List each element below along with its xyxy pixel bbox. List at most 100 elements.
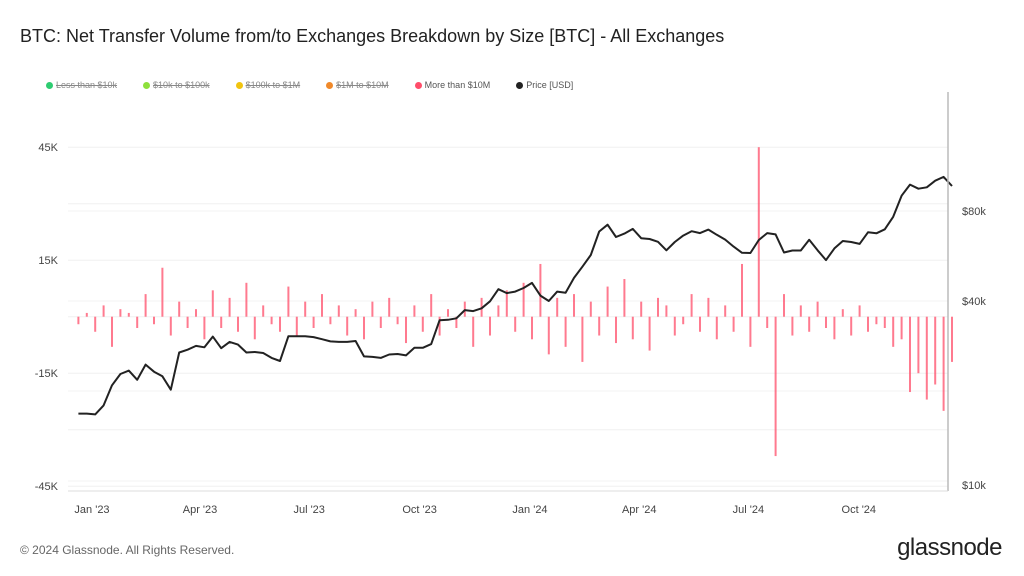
bar bbox=[295, 316, 298, 336]
legend-item[interactable]: More than $10M bbox=[414, 80, 490, 90]
legend-item[interactable]: $10k to $100k bbox=[143, 80, 210, 90]
bar bbox=[522, 282, 525, 317]
bar bbox=[900, 316, 903, 340]
bar bbox=[111, 316, 113, 347]
bar bbox=[363, 316, 365, 340]
bar bbox=[573, 294, 575, 317]
bar bbox=[438, 316, 441, 336]
legend: Less than $10k $10k to $100k $100k to $1M $… bbox=[46, 80, 599, 90]
bar bbox=[547, 316, 550, 355]
bar bbox=[598, 316, 601, 336]
bar bbox=[346, 316, 349, 336]
bar bbox=[119, 309, 122, 317]
legend-item[interactable]: Less than $10k bbox=[46, 80, 117, 90]
bar bbox=[631, 316, 634, 340]
bar bbox=[606, 286, 609, 317]
price-line bbox=[78, 175, 953, 416]
bar bbox=[825, 316, 827, 328]
bar bbox=[245, 282, 248, 317]
bar bbox=[228, 297, 231, 317]
bar bbox=[724, 305, 727, 317]
bar bbox=[741, 263, 743, 317]
chart-title: BTC: Net Transfer Volume from/to Exchang… bbox=[20, 26, 725, 46]
legend-label: $100k to $1M bbox=[245, 80, 301, 90]
legend-dot-icon bbox=[326, 81, 334, 89]
bar bbox=[791, 316, 794, 336]
bar bbox=[841, 309, 844, 317]
bar bbox=[917, 316, 920, 374]
bar bbox=[934, 316, 937, 385]
bar bbox=[892, 316, 895, 347]
bar bbox=[312, 316, 315, 328]
bar bbox=[690, 294, 693, 317]
bar bbox=[413, 305, 416, 317]
bar bbox=[774, 316, 777, 457]
bar bbox=[329, 316, 332, 325]
bar bbox=[287, 286, 290, 317]
bar bbox=[102, 305, 105, 317]
bar bbox=[153, 316, 155, 325]
legend-dot-icon bbox=[414, 81, 422, 89]
bar bbox=[951, 316, 953, 362]
bar bbox=[909, 316, 911, 393]
glassnode-logo[interactable]: glassnode bbox=[897, 534, 1002, 561]
y-right-tick-label: $40k bbox=[962, 296, 986, 308]
bar bbox=[699, 316, 701, 332]
legend-label: Price [USD] bbox=[526, 80, 574, 90]
bar bbox=[531, 316, 533, 340]
bar bbox=[757, 147, 760, 317]
bar bbox=[253, 316, 256, 340]
bar bbox=[237, 316, 239, 332]
bar bbox=[127, 312, 130, 317]
legend-item[interactable]: $1M to $10M bbox=[326, 80, 389, 90]
legend-dot-icon bbox=[46, 81, 53, 89]
bar bbox=[925, 316, 928, 400]
x-tick-label: Oct '23 bbox=[402, 504, 437, 516]
bar bbox=[421, 316, 424, 332]
bar bbox=[144, 294, 147, 317]
bar bbox=[220, 316, 223, 328]
bar bbox=[270, 316, 273, 325]
bar bbox=[875, 316, 878, 325]
bar bbox=[833, 316, 836, 340]
legend-dot-icon bbox=[516, 81, 524, 89]
legend-item[interactable]: Price [USD] bbox=[516, 80, 573, 90]
bar bbox=[379, 316, 382, 328]
bar bbox=[279, 316, 281, 332]
bar bbox=[640, 301, 643, 317]
bar bbox=[514, 316, 517, 332]
legend-dot-icon bbox=[235, 81, 243, 89]
bar bbox=[799, 305, 802, 317]
bar bbox=[497, 305, 500, 317]
x-tick-label: Jul '24 bbox=[733, 504, 764, 516]
bar bbox=[682, 316, 685, 325]
bar bbox=[169, 316, 172, 336]
legend-item[interactable]: $100k to $1M bbox=[235, 80, 301, 90]
bar bbox=[883, 316, 886, 328]
x-tick-label: Jan '23 bbox=[74, 504, 109, 516]
legend-label: $10k to $100k bbox=[153, 80, 210, 90]
bar bbox=[337, 305, 340, 317]
bar bbox=[85, 312, 88, 317]
y-right-tick-label: $80k bbox=[962, 206, 986, 218]
y-left-tick-label: 45K bbox=[38, 142, 58, 154]
bar bbox=[371, 301, 374, 317]
y-left-tick-label: -45K bbox=[35, 481, 59, 493]
x-tick-label: Apr '24 bbox=[622, 504, 657, 516]
y-left-tick-label: 15K bbox=[38, 255, 58, 267]
bar bbox=[94, 316, 97, 332]
y-right-tick-label: $10k bbox=[962, 480, 986, 492]
bar bbox=[623, 279, 626, 317]
bar bbox=[455, 316, 458, 328]
bar bbox=[673, 316, 676, 336]
bar bbox=[430, 294, 433, 317]
bar bbox=[472, 316, 475, 347]
bar bbox=[615, 316, 617, 344]
bar bbox=[489, 316, 491, 336]
bar bbox=[186, 316, 189, 328]
x-tick-label: Oct '24 bbox=[842, 504, 877, 516]
gridlines bbox=[68, 146, 948, 487]
x-tick-label: Jan '24 bbox=[512, 504, 547, 516]
bar bbox=[405, 316, 407, 344]
